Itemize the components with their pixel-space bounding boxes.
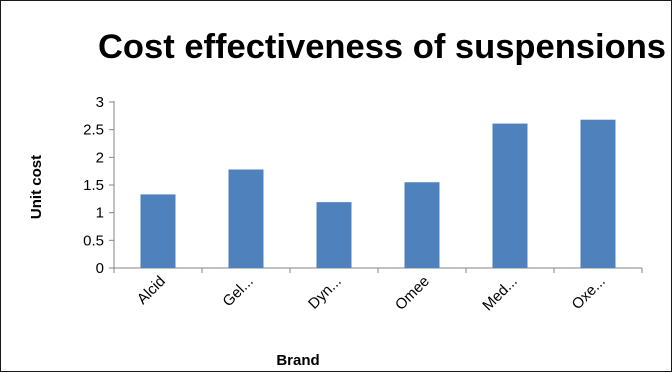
bar-med <box>492 123 528 268</box>
x-tick-label: Alcid <box>134 273 169 308</box>
bar-oxe <box>580 119 616 268</box>
bar-omee <box>404 182 440 268</box>
x-axis-title: Brand <box>276 352 319 369</box>
y-tick-label: 0.5 <box>83 232 104 249</box>
bar-alcid <box>140 194 176 268</box>
x-tick-label: Dyn... <box>305 273 345 313</box>
x-tick-label: Gel... <box>219 273 256 310</box>
y-tick-label: 3 <box>96 94 104 111</box>
y-tick-label: 1.5 <box>83 177 104 194</box>
y-axis-ticks: 0 0.5 1 1.5 2 2.5 3 <box>83 94 114 277</box>
bars <box>140 119 616 268</box>
x-axis-ticks: Alcid Gel... Dyn... Omee Med... Oxe... <box>113 268 643 314</box>
x-tick-label: Oxe... <box>569 273 609 313</box>
chart-title: Cost effectiveness of suspensions <box>98 28 666 66</box>
y-tick-label: 0 <box>96 260 104 277</box>
y-axis-title: Unit cost <box>28 155 45 219</box>
y-tick-label: 2 <box>96 149 104 166</box>
y-tick-label: 2.5 <box>83 122 104 139</box>
y-tick-label: 1 <box>96 205 104 222</box>
x-tick-label: Med... <box>479 273 520 314</box>
x-tick-label: Omee <box>392 273 433 314</box>
bar-dyn <box>316 202 352 268</box>
bar-gel <box>228 169 264 268</box>
